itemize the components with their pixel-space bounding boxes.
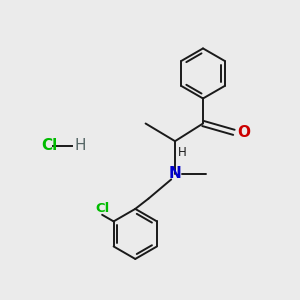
Text: N: N <box>169 166 182 181</box>
Text: Cl: Cl <box>41 138 57 153</box>
Text: H: H <box>74 138 85 153</box>
Text: Cl: Cl <box>95 202 109 215</box>
Text: O: O <box>237 125 250 140</box>
Text: H: H <box>177 146 186 160</box>
